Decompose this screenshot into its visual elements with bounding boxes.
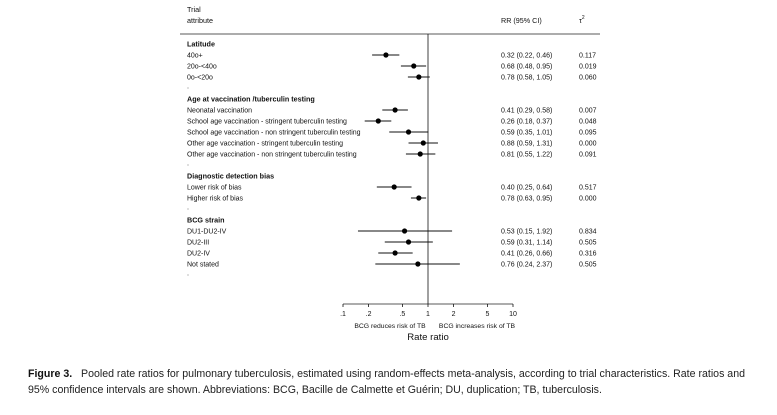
tau2-value: 0.000 — [579, 196, 597, 203]
header-attribute: attribute — [187, 16, 213, 25]
ci-value: 0.81 (0.55, 1.22) — [501, 152, 552, 159]
point-estimate — [416, 74, 422, 80]
row-label: DU2-IV — [187, 251, 210, 258]
point-estimate — [401, 228, 408, 234]
x-tick-label: 2 — [452, 311, 456, 318]
caption-label: Figure 3. — [28, 368, 73, 380]
point-estimate — [417, 151, 423, 157]
forest-plot: Trial attribute RR (95% CI) τ2 Rate rati… — [180, 5, 600, 343]
group-separator — [187, 87, 189, 89]
x-tick-label: .5 — [399, 311, 405, 318]
x-tick-label: .1 — [340, 311, 346, 318]
row-label: 40o+ — [187, 53, 203, 60]
row-label: 20o-<40o — [187, 64, 217, 71]
axis-title: Rate ratio — [407, 332, 449, 343]
ci-value: 0.53 (0.15, 1.92) — [501, 229, 552, 236]
tau2-value: 0.048 — [579, 119, 597, 126]
tau2-value: 0.117 — [579, 53, 596, 60]
point-estimate — [415, 261, 421, 267]
caption-text: Pooled rate ratios for pulmonary tubercu… — [28, 368, 745, 396]
point-estimate — [392, 250, 398, 256]
header-trial: Trial — [187, 5, 201, 14]
point-estimate — [405, 129, 412, 135]
row-label: 0o-<20o — [187, 75, 213, 82]
ci-value: 0.41 (0.26, 0.66) — [501, 251, 552, 258]
ci-value: 0.78 (0.58, 1.05) — [501, 75, 552, 82]
header-tau: τ2 — [579, 15, 585, 25]
tau2-value: 0.060 — [579, 75, 597, 82]
ci-value: 0.59 (0.31, 1.14) — [501, 240, 552, 247]
point-estimate — [392, 107, 398, 113]
point-estimate — [375, 118, 381, 124]
row-label: Lower risk of bias — [187, 185, 242, 192]
row-label: Neonatal vaccination — [187, 108, 252, 115]
tau2-value: 0.505 — [579, 240, 597, 247]
tau2-value: 0.091 — [579, 152, 597, 159]
group-separator — [187, 164, 189, 166]
tau2-value: 0.000 — [579, 141, 597, 148]
row-label: School age vaccination - stringent tuber… — [187, 119, 347, 126]
point-estimate — [383, 52, 389, 58]
x-tick-label: 5 — [485, 311, 489, 318]
ci-value: 0.68 (0.48, 0.95) — [501, 64, 552, 71]
group-separator — [187, 208, 189, 210]
group-title: Diagnostic detection bias — [187, 172, 274, 181]
header-rr: RR (95% CI) — [501, 16, 542, 25]
tau2-value: 0.095 — [579, 130, 597, 137]
tau2-value: 0.834 — [579, 229, 597, 236]
row-label: Higher risk of bias — [187, 196, 244, 203]
ci-value: 0.41 (0.29, 0.58) — [501, 108, 552, 115]
ci-value: 0.40 (0.25, 0.64) — [501, 185, 552, 192]
point-estimate — [391, 184, 397, 190]
ci-value: 0.78 (0.63, 0.95) — [501, 196, 552, 203]
row-label: Other age vaccination - non stringent tu… — [187, 152, 357, 159]
row-label: DU1-DU2-IV — [187, 229, 227, 236]
ci-value: 0.59 (0.35, 1.01) — [501, 130, 552, 137]
tau2-value: 0.316 — [579, 251, 597, 258]
row-label: DU2-III — [187, 240, 209, 247]
figure-caption: Figure 3. Pooled rate ratios for pulmona… — [28, 366, 768, 398]
point-estimate — [405, 239, 412, 245]
group-separator — [187, 274, 189, 276]
point-estimate — [411, 63, 417, 69]
ci-value: 0.76 (0.24, 2.37) — [501, 262, 552, 269]
row-label: School age vaccination - non stringent t… — [187, 130, 361, 137]
tau2-value: 0.019 — [579, 64, 597, 71]
row-label: Not stated — [187, 262, 219, 269]
ci-value: 0.32 (0.22, 0.46) — [501, 53, 552, 60]
row-label: Other age vaccination - stringent tuberc… — [187, 141, 343, 148]
left-note: BCG reduces risk of TB — [354, 323, 426, 330]
tau2-value: 0.505 — [579, 262, 597, 269]
group-title: Latitude — [187, 40, 215, 49]
ci-value: 0.88 (0.59, 1.31) — [501, 141, 552, 148]
ci-value: 0.26 (0.18, 0.37) — [501, 119, 552, 126]
right-note: BCG increases risk of TB — [439, 323, 516, 330]
point-estimate — [416, 195, 422, 201]
tau2-value: 0.517 — [579, 185, 597, 192]
tau2-value: 0.007 — [579, 108, 597, 115]
group-title: Age at vaccination /tuberculin testing — [187, 95, 315, 104]
point-estimate — [420, 140, 426, 146]
group-title: BCG strain — [187, 216, 225, 225]
x-tick-label: 1 — [426, 311, 430, 318]
x-tick-label: 10 — [509, 311, 517, 318]
x-tick-label: .2 — [366, 311, 372, 318]
